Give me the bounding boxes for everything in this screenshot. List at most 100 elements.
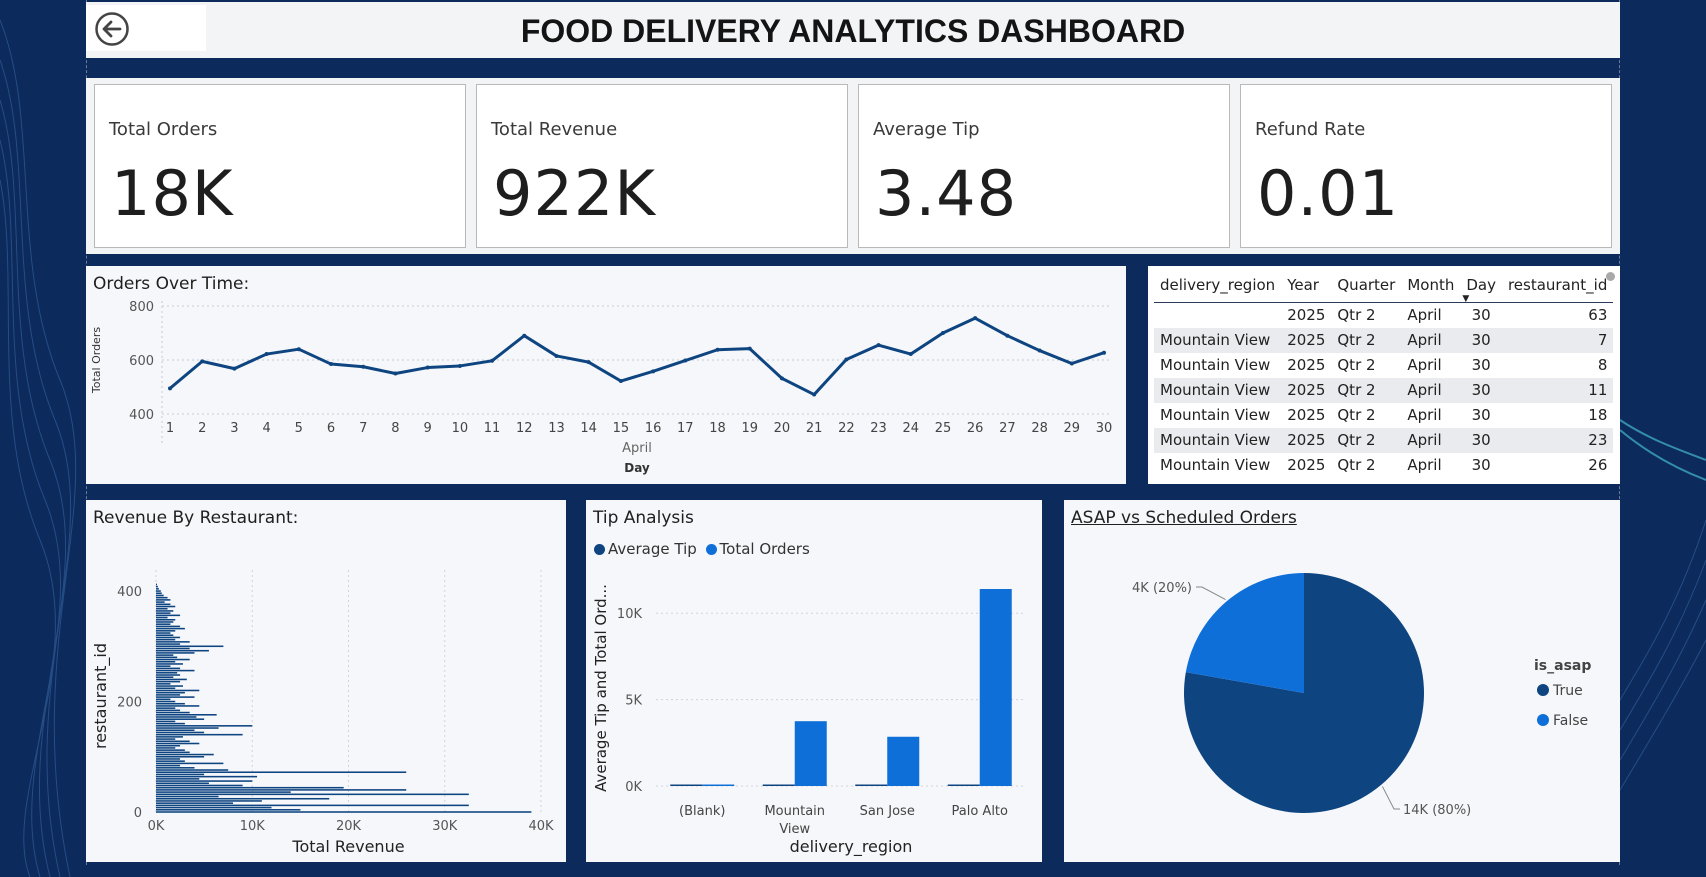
revenue-by-restaurant-chart[interactable]: 0K 10K 20K 30K 40K 0 200 400 Total Revenue restau… xyxy=(86,500,566,862)
data-point[interactable] xyxy=(1005,333,1010,338)
bar[interactable] xyxy=(156,669,195,672)
bar[interactable] xyxy=(156,791,291,793)
data-point[interactable] xyxy=(651,369,656,374)
bar[interactable] xyxy=(156,623,171,625)
bar[interactable] xyxy=(156,634,174,637)
bar[interactable] xyxy=(156,729,195,732)
legend-label[interactable]: True xyxy=(1552,683,1583,699)
table-row[interactable]: Mountain View 2025 Qtr 2 April 30 23 xyxy=(1154,427,1614,453)
bar[interactable] xyxy=(947,784,980,787)
bar[interactable] xyxy=(156,618,176,621)
kpi-card-total-revenue[interactable]: Total Revenue 922K xyxy=(476,84,848,248)
bar[interactable] xyxy=(156,727,219,729)
legend-marker[interactable] xyxy=(1537,714,1549,726)
bar[interactable] xyxy=(156,769,229,771)
bar[interactable] xyxy=(156,764,181,767)
detail-table-panel[interactable]: delivery_region Year Quarter Month Day ▼ … xyxy=(1148,266,1620,484)
bar[interactable] xyxy=(156,680,181,683)
bar[interactable] xyxy=(156,590,161,592)
bar[interactable] xyxy=(156,802,233,804)
data-point[interactable] xyxy=(973,316,978,321)
bar[interactable] xyxy=(156,694,181,696)
column-header-restaurant-id[interactable]: restaurant_id xyxy=(1501,272,1614,303)
legend-marker[interactable] xyxy=(1537,684,1549,696)
bar[interactable] xyxy=(156,632,171,634)
data-point[interactable] xyxy=(747,346,752,351)
bar[interactable] xyxy=(156,758,181,760)
table-row[interactable]: 2025 Qtr 2 April 30 63 xyxy=(1154,303,1613,328)
bar[interactable] xyxy=(156,660,176,663)
bar[interactable] xyxy=(156,658,190,661)
bar[interactable] xyxy=(156,672,178,674)
bar[interactable] xyxy=(156,649,209,652)
asap-vs-scheduled-chart[interactable]: 14K (80%) 4K (20%) is_asap True False xyxy=(1064,500,1620,862)
bar[interactable] xyxy=(156,607,168,610)
bar[interactable] xyxy=(156,676,174,678)
pie-slice-false[interactable] xyxy=(1185,573,1304,693)
tip-analysis-chart[interactable]: 0K 5K 10K (Blank) Mountain View San Jose Palo A… xyxy=(586,500,1042,862)
column-header-day[interactable]: Day ▼ xyxy=(1460,272,1502,304)
bar[interactable] xyxy=(156,780,253,782)
bar[interactable] xyxy=(156,725,253,727)
bar[interactable] xyxy=(156,700,176,703)
bar[interactable] xyxy=(670,784,703,787)
bar[interactable] xyxy=(156,601,165,603)
data-point[interactable] xyxy=(554,353,559,358)
bar[interactable] xyxy=(156,696,195,698)
tip-analysis-panel[interactable]: Tip Analysis Average Tip Total Orders 0K… xyxy=(586,500,1042,862)
kpi-card-refund-rate[interactable]: Refund Rate 0.01 xyxy=(1240,84,1612,248)
bar[interactable] xyxy=(156,767,195,769)
bar[interactable] xyxy=(156,709,181,712)
bar[interactable] xyxy=(156,760,185,762)
data-point[interactable] xyxy=(908,352,913,357)
orders-over-time-panel[interactable]: Orders Over Time: 400 600 800 Total Orders 1… xyxy=(86,266,1126,484)
data-point[interactable] xyxy=(457,363,462,368)
bar[interactable] xyxy=(794,721,827,786)
back-arrow-circle-icon[interactable] xyxy=(94,11,130,47)
bar[interactable] xyxy=(156,685,183,687)
bar[interactable] xyxy=(156,654,174,656)
bar[interactable] xyxy=(156,594,164,597)
bar[interactable] xyxy=(156,603,171,606)
bar[interactable] xyxy=(156,691,185,694)
table-row[interactable]: Mountain View 2025 Qtr 2 April 30 8 xyxy=(1154,353,1613,378)
bar[interactable] xyxy=(156,689,200,692)
data-point[interactable] xyxy=(232,366,237,371)
bar[interactable] xyxy=(156,636,181,639)
column-header-year[interactable]: Year xyxy=(1281,272,1332,303)
bar[interactable] xyxy=(156,811,532,813)
bar[interactable] xyxy=(156,749,185,751)
bar[interactable] xyxy=(762,784,795,787)
data-point[interactable] xyxy=(329,362,334,367)
data-point[interactable] xyxy=(296,347,301,352)
data-point[interactable] xyxy=(683,358,688,363)
bar[interactable] xyxy=(156,656,178,659)
bar[interactable] xyxy=(156,583,157,586)
column-header-quarter[interactable]: Quarter xyxy=(1331,272,1402,303)
bar[interactable] xyxy=(156,687,176,690)
series-line-total-orders[interactable] xyxy=(169,316,1105,397)
bar[interactable] xyxy=(156,638,176,641)
data-point[interactable] xyxy=(715,347,720,352)
bar[interactable] xyxy=(156,736,183,738)
data-point[interactable] xyxy=(1069,361,1074,366)
bar[interactable] xyxy=(156,599,171,601)
bar[interactable] xyxy=(156,773,205,776)
data-point[interactable] xyxy=(844,357,849,362)
bar[interactable] xyxy=(156,789,407,791)
bar[interactable] xyxy=(156,592,162,595)
bar[interactable] xyxy=(156,753,214,756)
table-row[interactable]: Mountain View 2025 Qtr 2 April 30 26 xyxy=(1154,453,1613,478)
bar[interactable] xyxy=(156,667,181,670)
bar[interactable] xyxy=(156,643,181,645)
legend-item-average-tip[interactable]: Average Tip xyxy=(594,540,697,558)
bar[interactable] xyxy=(156,751,190,754)
bar[interactable] xyxy=(156,716,197,718)
data-point[interactable] xyxy=(361,364,366,369)
table-row[interactable]: Mountain View 2025 Qtr 2 April 30 18 xyxy=(1154,403,1613,428)
data-point[interactable] xyxy=(168,386,172,391)
data-point[interactable] xyxy=(812,392,817,397)
bar[interactable] xyxy=(156,585,158,588)
bar[interactable] xyxy=(156,747,176,749)
bar[interactable] xyxy=(156,627,185,630)
